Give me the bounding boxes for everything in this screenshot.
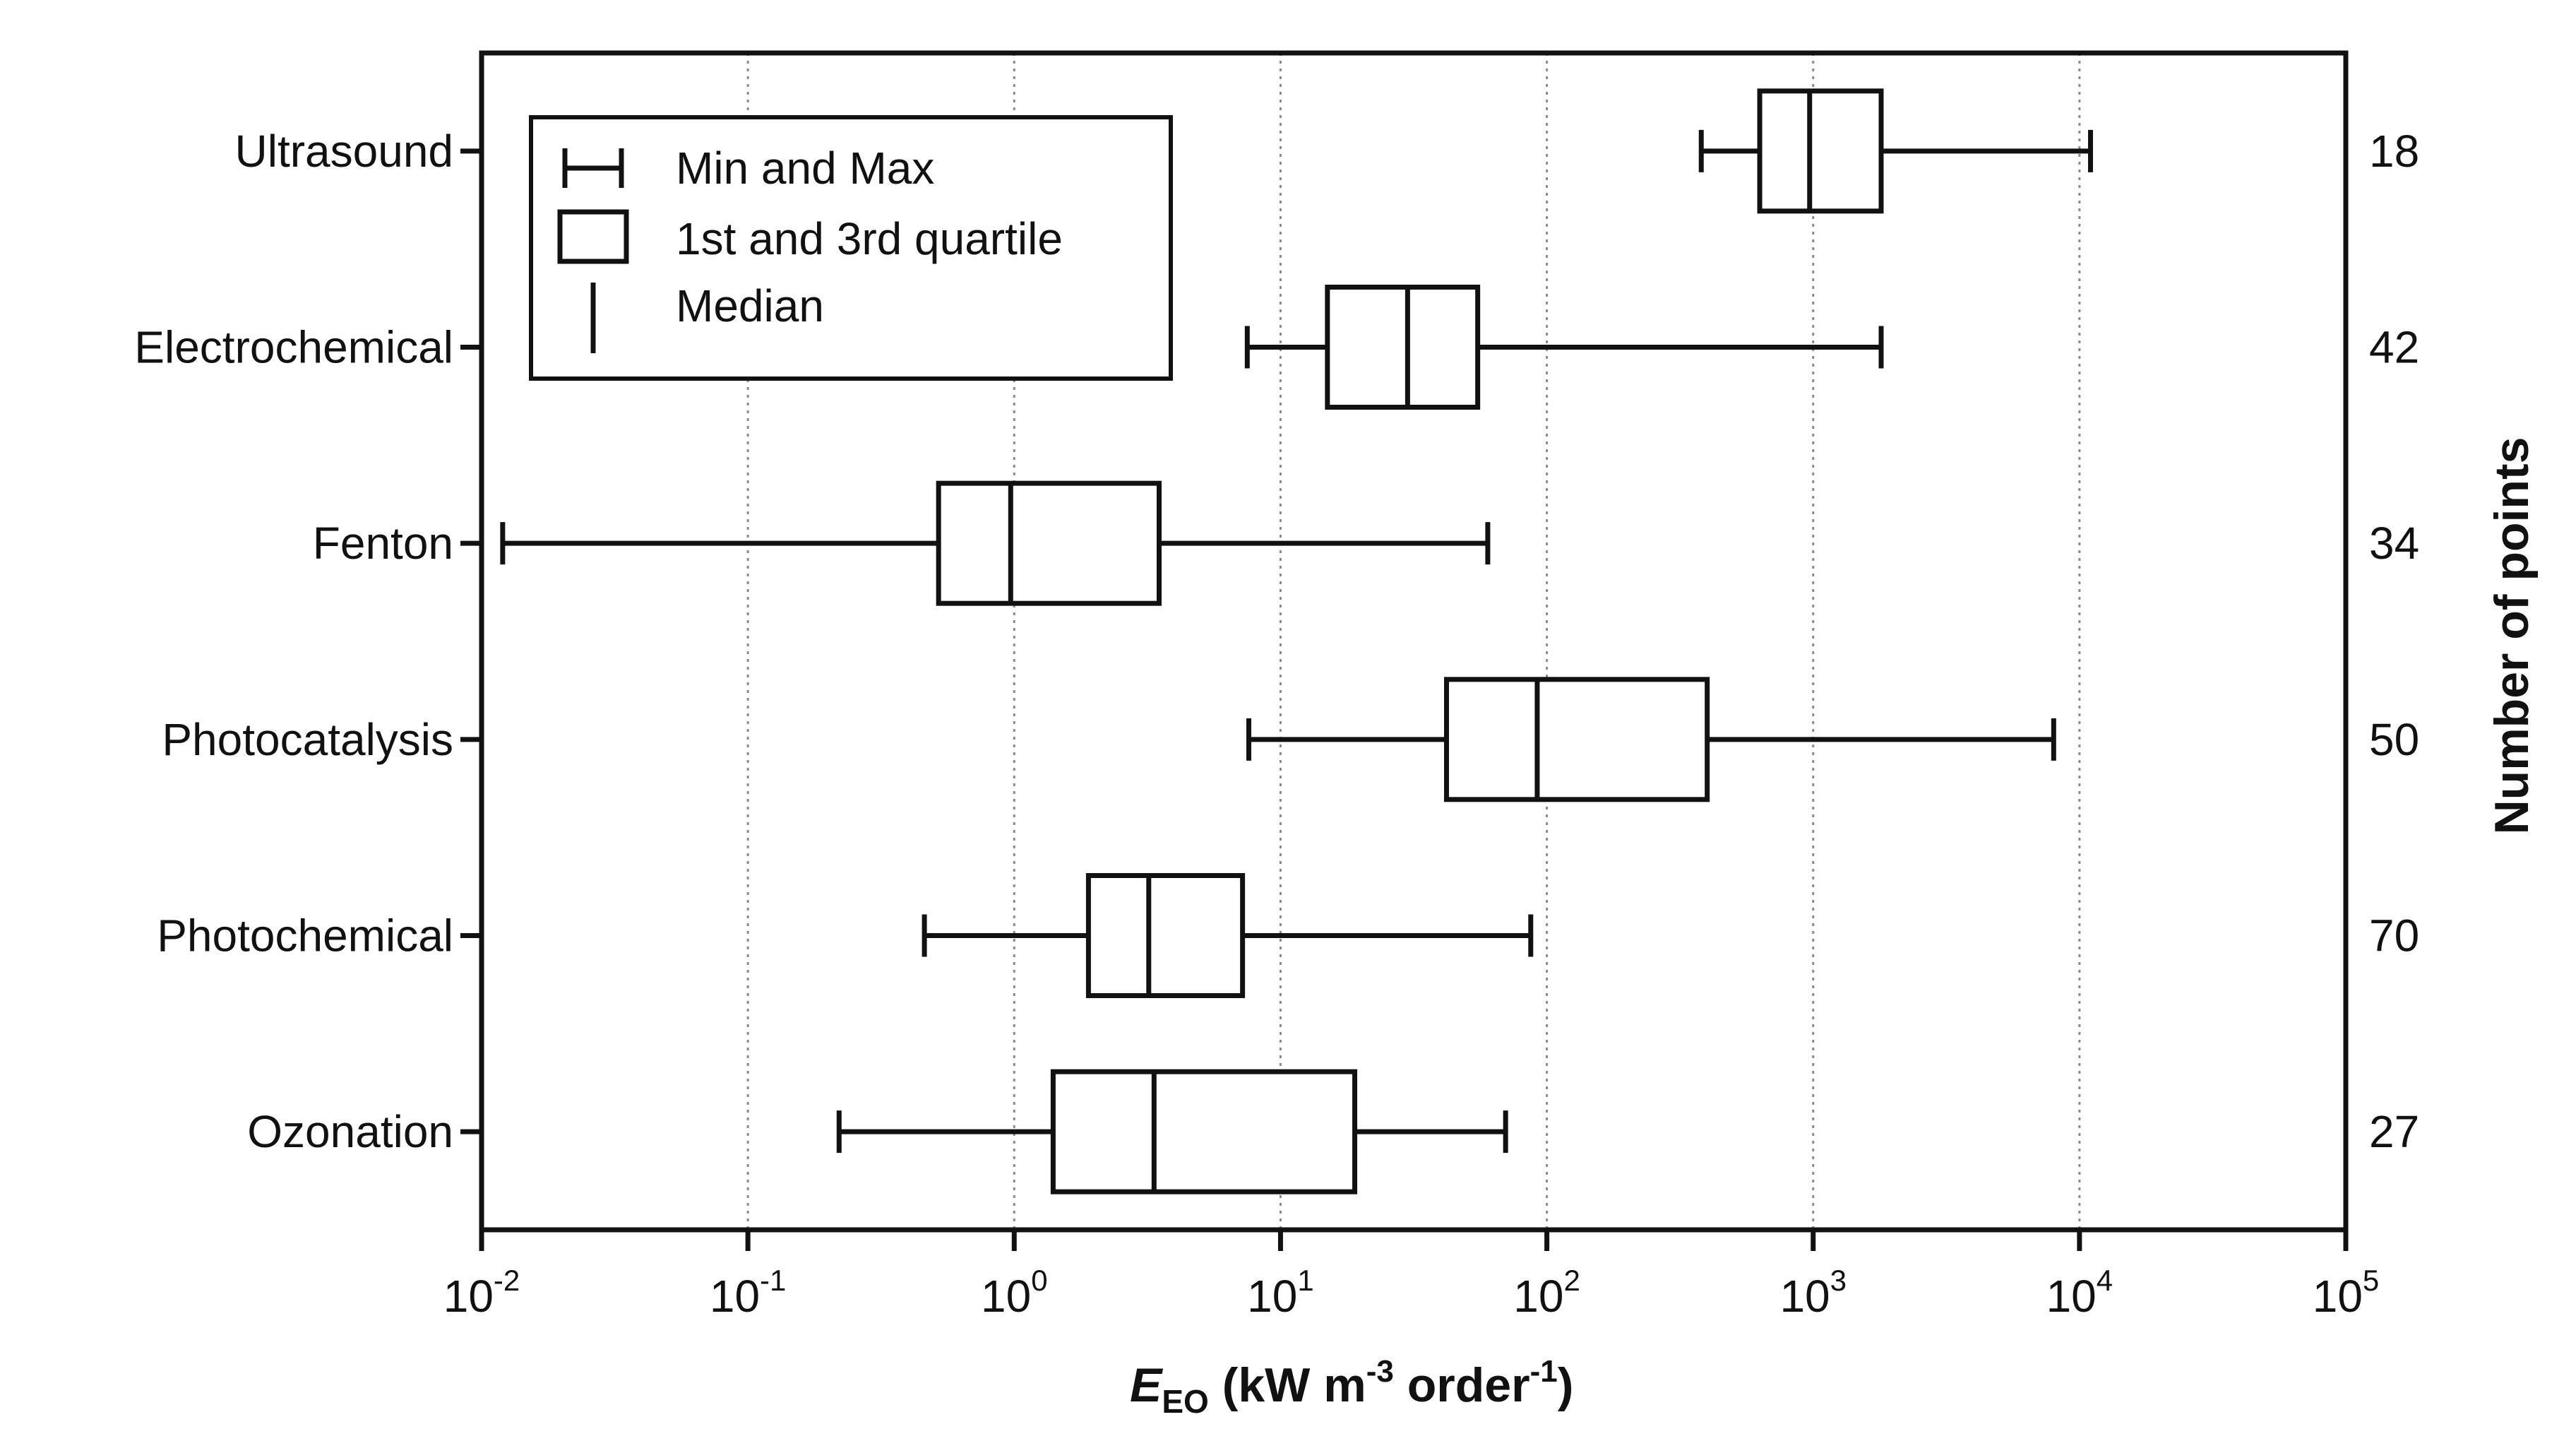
legend-box [557, 209, 629, 264]
x-tick-base: 10 [981, 1271, 1031, 1322]
x-tick-exponent: 1 [1297, 1264, 1313, 1297]
plot-frame [479, 50, 2349, 1233]
quartile-box [1050, 1069, 1358, 1194]
x-tick-label: 10-1 [710, 1264, 787, 1322]
quartile-box [936, 480, 1162, 606]
x-tick-exponent: -1 [760, 1264, 786, 1297]
point-count-label: 42 [2369, 322, 2419, 373]
box-ozonation [836, 1069, 1508, 1194]
legend-label-quartile: 1st and 3rd quartile [676, 213, 1063, 264]
category-label: Ozonation [247, 1106, 453, 1157]
x-tick-base: 10 [1247, 1271, 1297, 1322]
x-tick-label: 104 [2046, 1264, 2113, 1322]
x-axis-unit: ) [1558, 1358, 1574, 1412]
point-count-label: 34 [2369, 518, 2419, 569]
box-photocatalysis [1246, 677, 2056, 802]
box-photochemical [922, 873, 1534, 998]
x-tick-exponent: -2 [494, 1264, 520, 1297]
x-tick-base: 10 [710, 1271, 760, 1322]
quartile-box [1443, 677, 1710, 802]
x-tick-base: 10 [1513, 1271, 1563, 1322]
quartile-box [1085, 873, 1246, 998]
axis-ticks [460, 148, 2349, 1251]
point-count-label: 18 [2369, 126, 2419, 177]
x-axis-unit: order [1394, 1358, 1530, 1412]
box-electrochemical [1244, 285, 1884, 410]
x-tick-base: 10 [443, 1271, 494, 1322]
x-tick-label: 105 [2313, 1264, 2380, 1322]
x-tick-exponent: 0 [1031, 1264, 1047, 1297]
x-tick-exponent: 2 [1563, 1264, 1580, 1297]
x-tick-label: 103 [1779, 1264, 1847, 1322]
category-label: Electrochemical [134, 322, 453, 373]
legend-min-max-symbol [562, 148, 624, 188]
x-axis-unit-exponent: -1 [1530, 1354, 1558, 1389]
x-tick-base: 10 [1779, 1271, 1830, 1322]
x-axis-symbol: E [1130, 1358, 1164, 1412]
category-label: Fenton [313, 518, 453, 569]
x-tick-base: 10 [2046, 1271, 2097, 1322]
x-tick-exponent: 3 [1830, 1264, 1847, 1297]
legend: Min and Max 1st and 3rd quartile Median [529, 115, 1173, 381]
point-count-label: 70 [2369, 911, 2419, 961]
category-label: Ultrasound [235, 126, 454, 177]
right-axis-title: Number of points [2485, 437, 2539, 835]
box-fenton [500, 480, 1491, 606]
category-label: Photocatalysis [162, 714, 453, 765]
x-axis-title: EEO (kW m-3 order-1) [1130, 1354, 1573, 1420]
x-tick-exponent: 5 [2363, 1264, 2379, 1297]
legend-label-median: Median [676, 280, 824, 331]
x-tick-base: 10 [2313, 1271, 2363, 1322]
point-count-label: 50 [2369, 714, 2419, 765]
legend-quartile-symbol [557, 209, 629, 264]
quartile-box [1757, 88, 1884, 214]
x-axis-subscript: EO [1162, 1383, 1208, 1420]
box-ultrasound [1698, 88, 2093, 214]
x-tick-label: 10-2 [443, 1264, 520, 1322]
boxes [500, 88, 2093, 1194]
x-tick-label: 100 [981, 1264, 1048, 1322]
legend-frame [529, 115, 1173, 381]
legend-label-min-max: Min and Max [676, 143, 934, 194]
point-count-label: 27 [2369, 1106, 2419, 1157]
quartile-box [1325, 285, 1481, 410]
x-tick-label: 101 [1247, 1264, 1314, 1322]
x-axis-unit: (kW m [1209, 1358, 1366, 1412]
x-tick-exponent: 4 [2097, 1264, 2113, 1297]
category-label: Photochemical [157, 911, 453, 961]
x-tick-label: 102 [1513, 1264, 1580, 1322]
x-axis-unit-exponent: -3 [1366, 1354, 1394, 1389]
